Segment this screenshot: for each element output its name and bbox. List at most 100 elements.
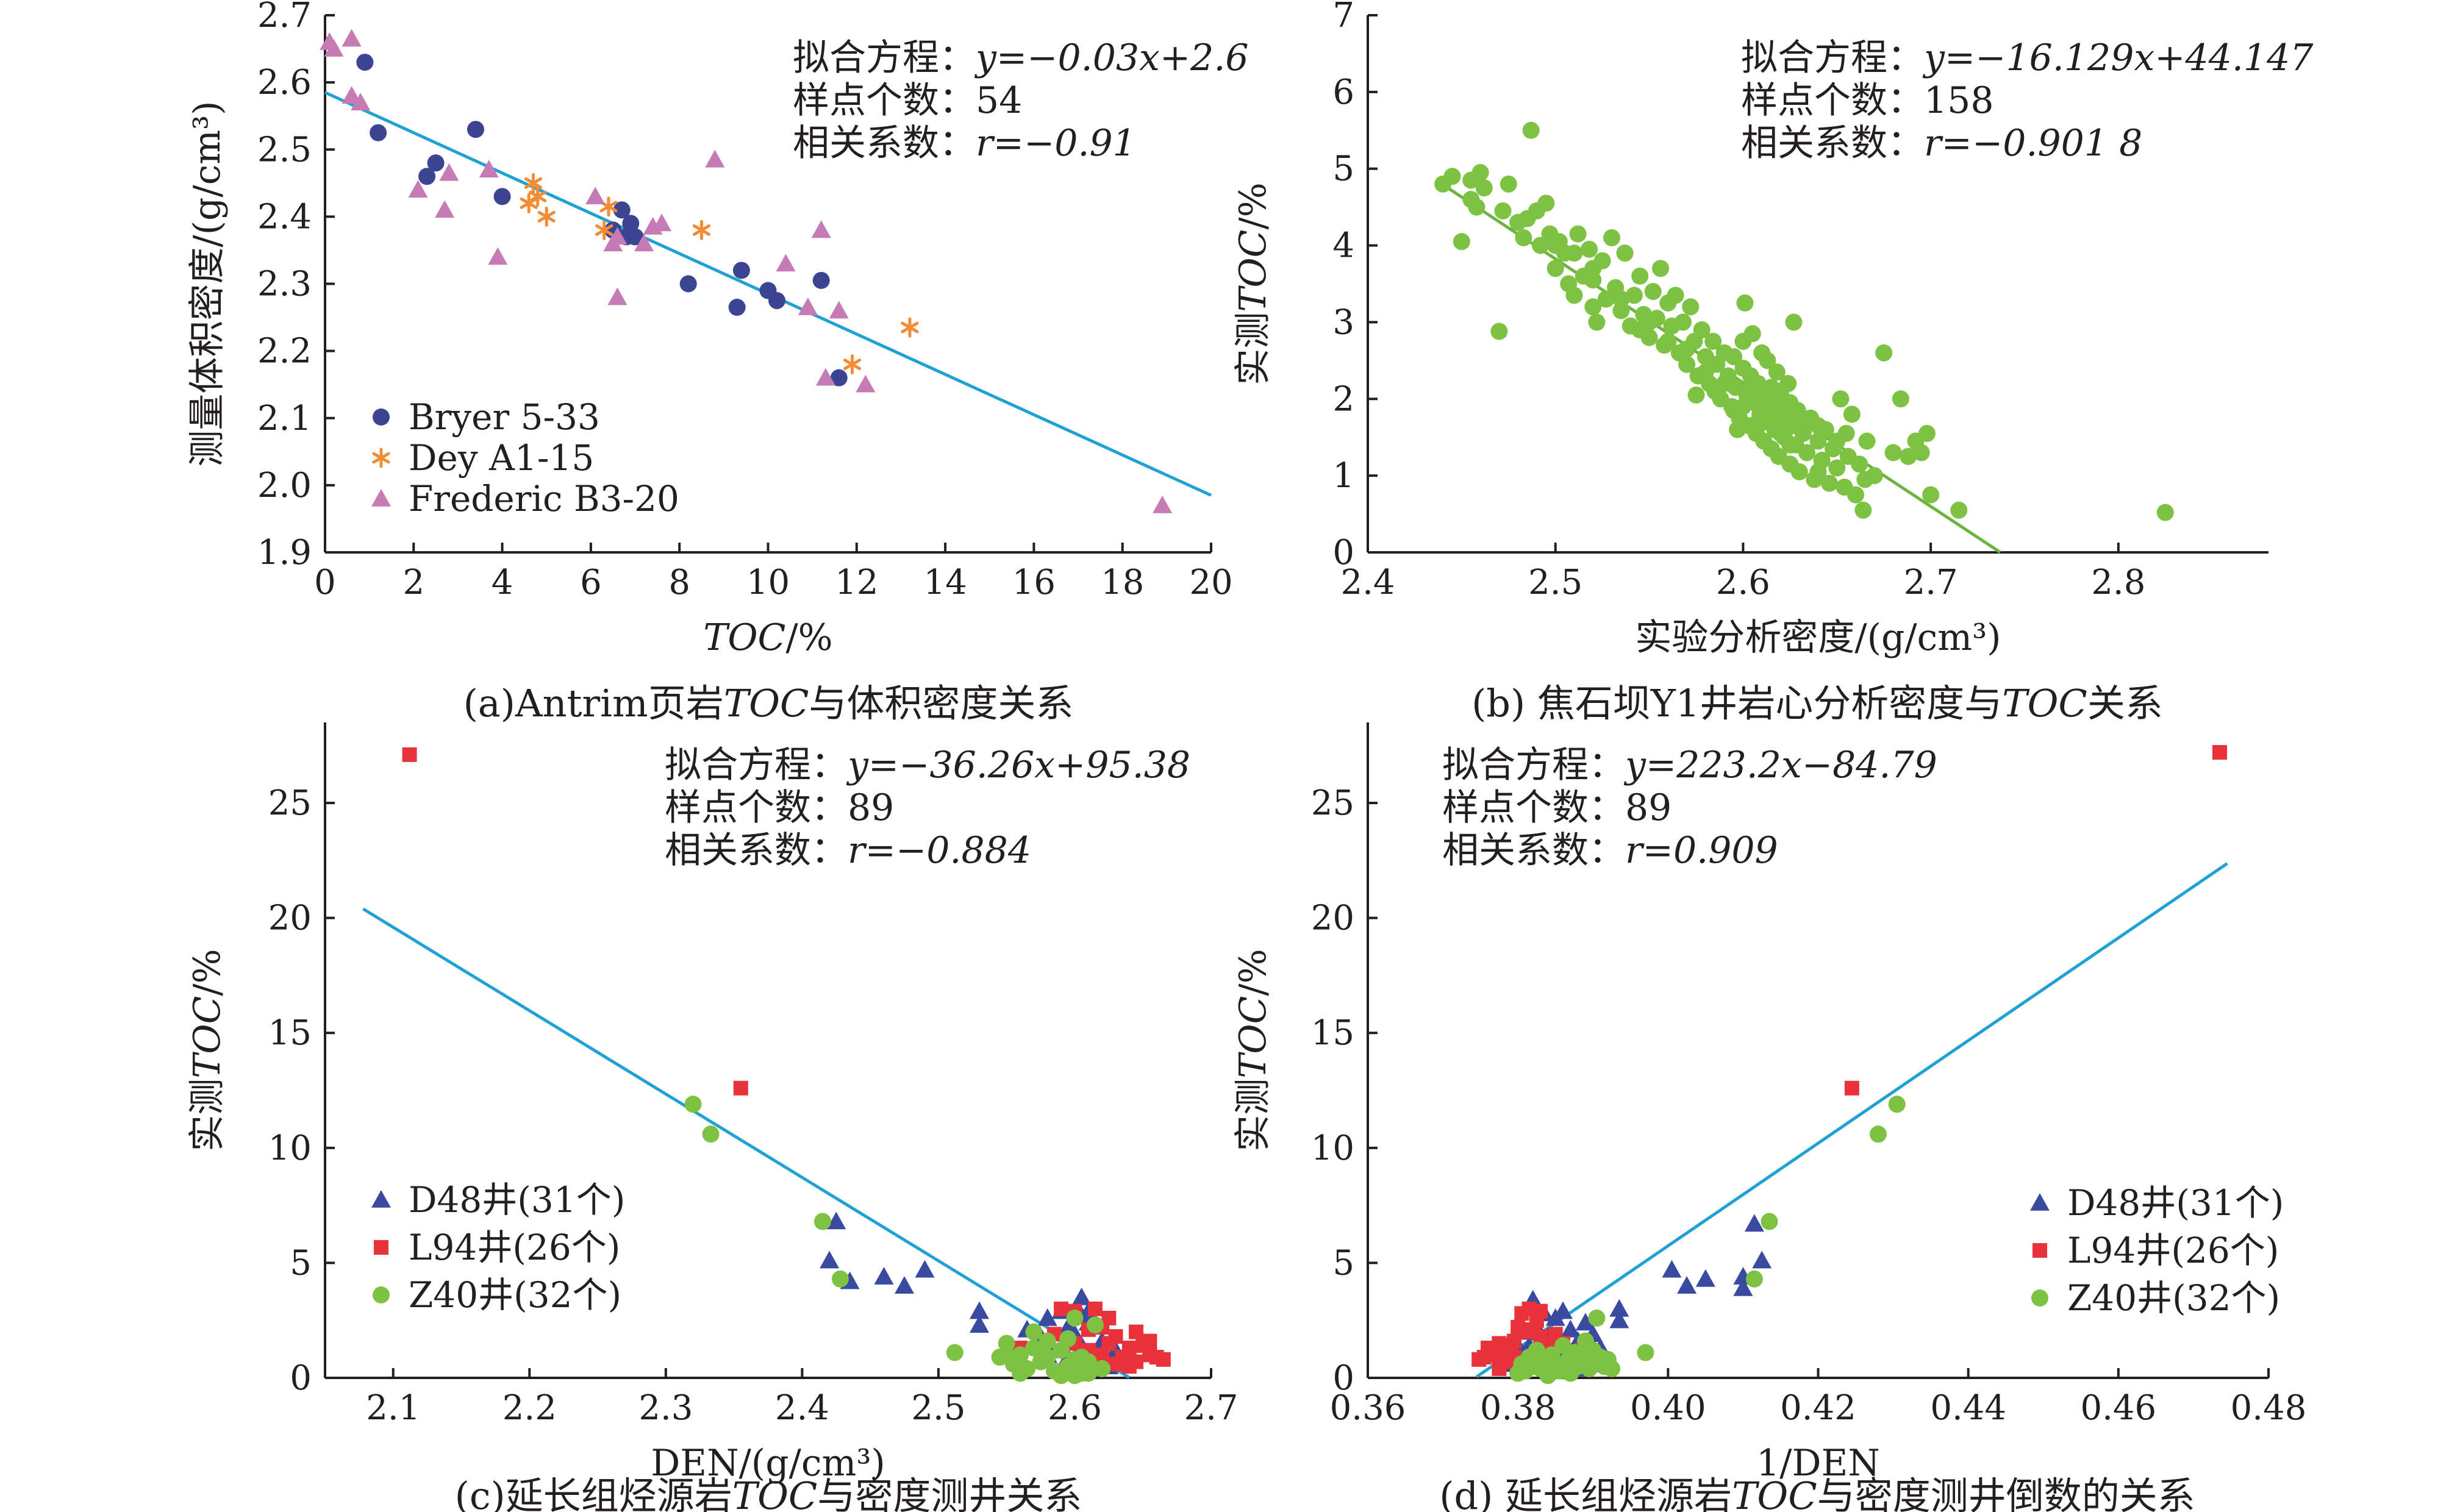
data-point xyxy=(2156,504,2174,521)
data-point xyxy=(1844,1080,1859,1096)
data-point xyxy=(1533,1303,1548,1319)
data-point xyxy=(607,227,627,245)
x-tick-label: 14 xyxy=(923,563,967,602)
data-point xyxy=(1892,390,1909,408)
data-point xyxy=(1565,244,1583,262)
sample-count: 样点个数：89 xyxy=(1442,786,1671,829)
data-point xyxy=(1662,1260,1682,1278)
data-point xyxy=(1037,1308,1057,1326)
sample-count: 样点个数：89 xyxy=(665,786,894,829)
data-point xyxy=(1609,1310,1629,1328)
data-point xyxy=(1500,175,1517,193)
data-point xyxy=(1032,1341,1049,1359)
data-point xyxy=(856,374,876,393)
data-point xyxy=(370,124,387,141)
x-tick-label: 4 xyxy=(492,563,513,602)
data-point xyxy=(1704,332,1722,350)
data-point xyxy=(324,39,344,57)
data-point xyxy=(1798,444,1816,462)
data-point xyxy=(1725,348,1743,366)
data-point xyxy=(679,275,697,293)
y-tick-label: 0 xyxy=(1332,1358,1354,1398)
data-point xyxy=(1781,394,1799,412)
data-point xyxy=(1066,1309,1084,1327)
data-point xyxy=(1912,444,1930,462)
sample-count: 样点个数：54 xyxy=(793,79,1022,122)
data-point xyxy=(1837,424,1855,442)
x-tick-label: 2.4 xyxy=(1340,563,1395,602)
data-point xyxy=(1612,290,1630,308)
data-point xyxy=(1603,1360,1621,1377)
y-tick-label: 2.2 xyxy=(257,332,312,371)
x-tick-label: 2.5 xyxy=(1528,563,1582,602)
data-point xyxy=(1695,1269,1715,1287)
series-a-2 xyxy=(320,29,1173,513)
x-axis-label: TOC/% xyxy=(703,616,832,659)
legend-marker xyxy=(2032,1243,2047,1258)
data-point xyxy=(488,247,508,265)
y-tick-label: 1 xyxy=(1332,456,1354,496)
data-point xyxy=(1443,168,1461,185)
data-point xyxy=(1584,260,1602,277)
data-point xyxy=(1537,194,1555,212)
data-point xyxy=(1781,436,1799,454)
fit-equation: 拟合方程：y=−16.129x+44.147 xyxy=(1741,37,2314,79)
data-point xyxy=(356,54,374,71)
y-axis-label: 实测TOC/% xyxy=(1232,949,1275,1151)
data-point xyxy=(1588,1309,1606,1327)
x-tick-label: 18 xyxy=(1101,563,1144,602)
data-point xyxy=(402,747,417,762)
data-point xyxy=(595,219,613,240)
x-tick-label: 0.46 xyxy=(2080,1388,2156,1428)
x-tick-label: 0.38 xyxy=(1480,1388,1556,1428)
data-point xyxy=(467,121,485,138)
data-point xyxy=(1900,448,1917,465)
correlation-coefficient: 相关系数：r=−0.884 xyxy=(665,829,1031,872)
data-point xyxy=(1640,313,1658,331)
y-tick-label: 2.1 xyxy=(257,399,312,438)
data-point xyxy=(1752,1250,1772,1269)
data-point xyxy=(1066,1367,1084,1385)
x-tick-label: 20 xyxy=(1189,563,1232,602)
legend-label: Z40井(32个) xyxy=(409,1274,621,1316)
data-point xyxy=(1129,1324,1144,1339)
data-point xyxy=(1054,1301,1069,1316)
x-tick-label: 2.7 xyxy=(1184,1388,1238,1428)
data-point xyxy=(692,219,711,240)
data-point xyxy=(626,228,644,246)
correlation-coefficient: 相关系数：r=−0.91 xyxy=(793,122,1136,165)
x-tick-label: 0 xyxy=(314,563,336,602)
data-point xyxy=(1875,344,1893,362)
x-tick-label: 0.48 xyxy=(2231,1388,2307,1428)
fit-equation: 拟合方程：y=−36.26x+95.38 xyxy=(665,744,1190,786)
data-point xyxy=(1856,471,1874,488)
data-point xyxy=(1462,191,1480,209)
data-point xyxy=(537,206,556,227)
data-point xyxy=(1790,463,1808,480)
y-tick-label: 0 xyxy=(290,1358,312,1398)
legend-marker xyxy=(371,489,391,507)
data-point xyxy=(1667,287,1684,304)
data-point xyxy=(1729,421,1746,438)
data-point xyxy=(1677,1276,1697,1294)
data-point xyxy=(768,292,786,310)
data-point xyxy=(820,1250,840,1269)
data-point xyxy=(815,368,835,386)
x-tick-label: 2.6 xyxy=(1716,563,1770,602)
data-point xyxy=(1087,1301,1103,1316)
data-point xyxy=(1785,313,1803,331)
y-tick-label: 20 xyxy=(1311,899,1354,938)
legend-marker xyxy=(372,448,390,468)
x-tick-label: 2.3 xyxy=(638,1388,693,1428)
legend-label: D48井(31个) xyxy=(2067,1182,2284,1224)
data-point xyxy=(613,201,631,219)
data-point xyxy=(351,93,371,110)
legend-label: D48井(31个) xyxy=(409,1179,625,1221)
series-d-2 xyxy=(1509,1096,1906,1385)
data-point xyxy=(1753,344,1771,362)
data-point xyxy=(705,149,725,168)
data-point xyxy=(1734,332,1752,350)
x-tick-label: 12 xyxy=(835,563,878,602)
data-point xyxy=(1750,413,1767,431)
y-tick-label: 5 xyxy=(1332,149,1354,189)
